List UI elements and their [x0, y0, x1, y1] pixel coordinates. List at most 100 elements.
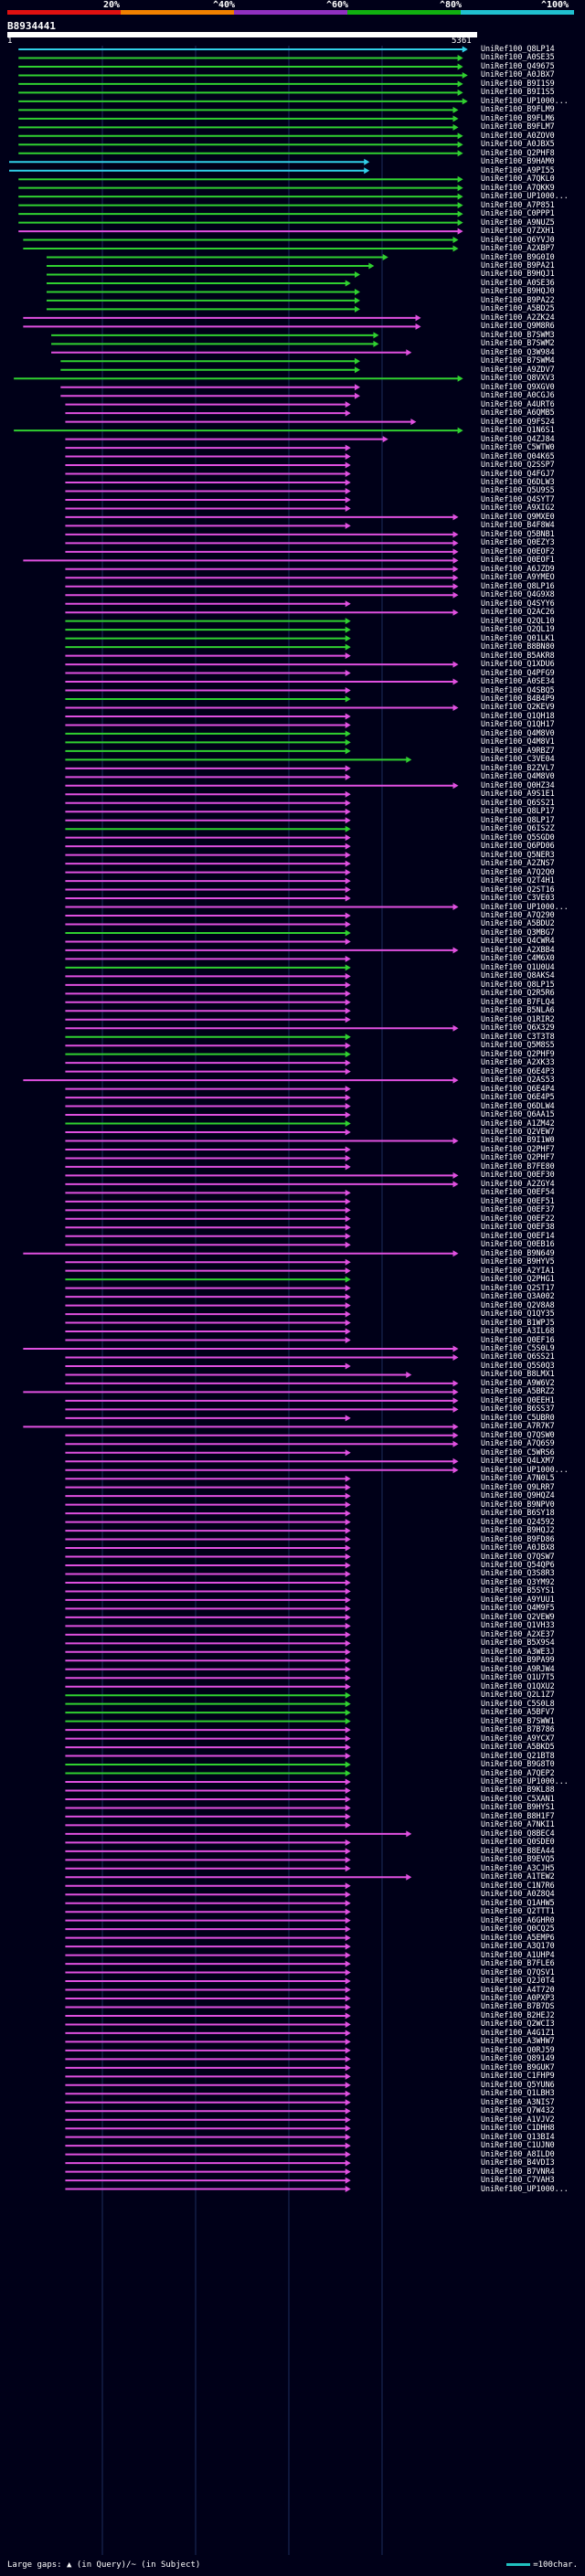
hit-label[interactable]: UniRef100_Q1QH18	[481, 710, 555, 720]
hit-label[interactable]: UniRef100_B8H1F7	[481, 1810, 555, 1820]
hit-label[interactable]: UniRef100_A4T720	[481, 1984, 555, 1994]
hit-label[interactable]: UniRef100_Q2L1Z7	[481, 1690, 555, 1700]
hit-label[interactable]: UniRef100_A3NIS7	[481, 2096, 555, 2106]
hit-label[interactable]: UniRef100_Q2V8A8	[481, 1299, 555, 1309]
hit-label[interactable]: UniRef100_Q4FGJ7	[481, 468, 555, 478]
hit-label[interactable]: UniRef100_A3Q170	[481, 1941, 555, 1951]
hit-label[interactable]: UniRef100_B8EA44	[481, 1845, 555, 1855]
hit-label[interactable]: UniRef100_B4B4P9	[481, 694, 555, 703]
hit-label[interactable]: UniRef100_Q2J0T4	[481, 1976, 555, 1986]
hit-label[interactable]: UniRef100_Q5M8S5	[481, 1040, 555, 1050]
hit-label[interactable]: UniRef100_A2ZGY4	[481, 1178, 555, 1188]
hit-label[interactable]: UniRef100_Q4SBQ5	[481, 684, 555, 694]
hit-label[interactable]: UniRef100_Q9HQZ4	[481, 1490, 555, 1500]
hit-label[interactable]: UniRef100_Q2PHF7	[481, 1152, 555, 1162]
hit-label[interactable]: UniRef100_Q9XGV0	[481, 381, 555, 391]
hit-label[interactable]: UniRef100_Q6IS2Z	[481, 823, 555, 833]
hit-label[interactable]: UniRef100_A5BD25	[481, 303, 555, 313]
hit-label[interactable]: UniRef100_Q6AA15	[481, 1109, 555, 1119]
hit-label[interactable]: UniRef100_A9YCX7	[481, 1733, 555, 1743]
hit-label[interactable]: UniRef100_A0SE35	[481, 52, 555, 62]
hit-label[interactable]: UniRef100_A7P851	[481, 199, 555, 209]
hit-label[interactable]: UniRef100_B1WPJ5	[481, 1317, 555, 1327]
hit-label[interactable]: UniRef100_B7B7DS	[481, 2001, 555, 2011]
hit-label[interactable]: UniRef100_B9HQJ0	[481, 286, 555, 296]
hit-label[interactable]: UniRef100_C5S0L8	[481, 1698, 555, 1708]
hit-label[interactable]: UniRef100_Q1LBH3	[481, 2088, 555, 2098]
hit-label[interactable]: UniRef100_A0JBX8	[481, 1542, 555, 1553]
hit-label[interactable]: UniRef100_A9ZDV7	[481, 364, 555, 374]
hit-label[interactable]: UniRef100_Q1QY35	[481, 1309, 555, 1319]
hit-label[interactable]: UniRef100_Q2SSP7	[481, 460, 555, 470]
hit-label[interactable]: UniRef100_A0PXP3	[481, 1993, 555, 2002]
hit-label[interactable]: UniRef100_Q1RIR2	[481, 1013, 555, 1023]
hit-label[interactable]: UniRef100_Q54QP6	[481, 1560, 555, 1569]
hit-label[interactable]: UniRef100_Q9M8R6	[481, 321, 555, 331]
hit-label[interactable]: UniRef100_A1UHP4	[481, 1949, 555, 1959]
hit-label[interactable]: UniRef100_A0ZOV0	[481, 130, 555, 140]
hit-label[interactable]: UniRef100_A7R7K7	[481, 1421, 555, 1431]
hit-label[interactable]: UniRef100_C1N7R6	[481, 1880, 555, 1890]
hit-label[interactable]: UniRef100_Q1U7T5	[481, 1672, 555, 1682]
hit-label[interactable]: UniRef100_Q5BNB1	[481, 528, 555, 538]
hit-label[interactable]: UniRef100_C7VAH3	[481, 2175, 555, 2185]
hit-label[interactable]: UniRef100_Q2ST17	[481, 1282, 555, 1292]
hit-label[interactable]: UniRef100_Q4M8V0	[481, 771, 555, 781]
hit-label[interactable]: UniRef100_C4M6X0	[481, 953, 555, 963]
hit-label[interactable]: UniRef100_Q4CWR4	[481, 936, 555, 946]
hit-label[interactable]: UniRef100_A2YIA1	[481, 1265, 555, 1275]
hit-label[interactable]: UniRef100_A7QKK9	[481, 182, 555, 192]
hit-label[interactable]: UniRef100_A0CGJ6	[481, 390, 555, 400]
hit-label[interactable]: UniRef100_A1ZM42	[481, 1118, 555, 1128]
hit-label[interactable]: UniRef100_Q5SGD0	[481, 832, 555, 842]
hit-label[interactable]: UniRef100_Q6SS21	[481, 1352, 555, 1362]
hit-label[interactable]: UniRef100_B4F8W4	[481, 520, 555, 530]
hit-label[interactable]: UniRef100_Q0EF54	[481, 1187, 555, 1197]
hit-label[interactable]: UniRef100_B7FE80	[481, 1161, 555, 1171]
hit-label[interactable]: UniRef100_Q2AC26	[481, 607, 555, 617]
hit-label[interactable]: UniRef100_A7N0L5	[481, 1473, 555, 1483]
hit-label[interactable]: UniRef100_B7VNR4	[481, 2166, 555, 2176]
hit-label[interactable]: UniRef100_A7Q6S9	[481, 1438, 555, 1448]
hit-label[interactable]: UniRef100_A5BFV7	[481, 1707, 555, 1717]
hit-label[interactable]: UniRef100_Q7QSW7	[481, 1551, 555, 1561]
hit-label[interactable]: UniRef100_C1UJN0	[481, 2140, 555, 2150]
hit-label[interactable]: UniRef100_Q0EF16	[481, 1334, 555, 1344]
hit-label[interactable]: UniRef100_A0JBX7	[481, 69, 555, 80]
hit-label[interactable]: UniRef100_Q8AKS4	[481, 970, 555, 981]
hit-label[interactable]: UniRef100_A4URT6	[481, 398, 555, 408]
hit-label[interactable]: UniRef100_Q21BT8	[481, 1750, 555, 1760]
hit-label[interactable]: UniRef100_B9FLM9	[481, 104, 555, 114]
hit-label[interactable]: UniRef100_Q2PHG1	[481, 1274, 555, 1284]
hit-label[interactable]: UniRef100_Q5S0Q3	[481, 1360, 555, 1370]
hit-label[interactable]: UniRef100_A1VJV2	[481, 2114, 555, 2124]
hit-label[interactable]: UniRef100_A2XK33	[481, 1057, 555, 1067]
hit-label[interactable]: UniRef100_Q2VEW7	[481, 1127, 555, 1136]
hit-label[interactable]: UniRef100_Q9FS24	[481, 416, 555, 426]
hit-label[interactable]: UniRef100_A0SE36	[481, 277, 555, 287]
hit-label[interactable]: UniRef100_Q2T4H1	[481, 875, 555, 885]
hit-label[interactable]: UniRef100_B5AKR8	[481, 650, 555, 660]
hit-label[interactable]: UniRef100_Q3YM92	[481, 1576, 555, 1586]
hit-label[interactable]: UniRef100_Q0RJ59	[481, 2044, 555, 2054]
hit-label[interactable]: UniRef100_Q6X329	[481, 1023, 555, 1033]
hit-label[interactable]: UniRef100_Q6DLW3	[481, 477, 555, 486]
hit-label[interactable]: UniRef100_Q4LXM7	[481, 1456, 555, 1466]
hit-label[interactable]: UniRef100_B9HAM0	[481, 156, 555, 166]
hit-label[interactable]: UniRef100_A5BRZ2	[481, 1386, 555, 1396]
hit-label[interactable]: UniRef100_Q6E4P5	[481, 1092, 555, 1102]
hit-label[interactable]: UniRef100_Q0EZY3	[481, 537, 555, 547]
hit-label[interactable]: UniRef100_Q3A002	[481, 1291, 555, 1301]
hit-label[interactable]: UniRef100_Q4PFG9	[481, 667, 555, 677]
hit-label[interactable]: UniRef100_Q7QSW0	[481, 1429, 555, 1439]
hit-label[interactable]: UniRef100_A7Q2Q0	[481, 866, 555, 876]
hit-label[interactable]: UniRef100_Q49675	[481, 60, 555, 70]
hit-label[interactable]: UniRef100_A5BDU2	[481, 918, 555, 928]
hit-label[interactable]: UniRef100_B7SWM3	[481, 329, 555, 339]
hit-label[interactable]: UniRef100_Q2VEW9	[481, 1611, 555, 1621]
hit-label[interactable]: UniRef100_Q0EF38	[481, 1222, 555, 1232]
hit-label[interactable]: UniRef100_A4G1Z1	[481, 2027, 555, 2037]
hit-label[interactable]: UniRef100_B9G8T0	[481, 1759, 555, 1769]
hit-label[interactable]: UniRef100_Q0HZ34	[481, 779, 555, 790]
hit-label[interactable]: UniRef100_B2ZVL7	[481, 762, 555, 772]
